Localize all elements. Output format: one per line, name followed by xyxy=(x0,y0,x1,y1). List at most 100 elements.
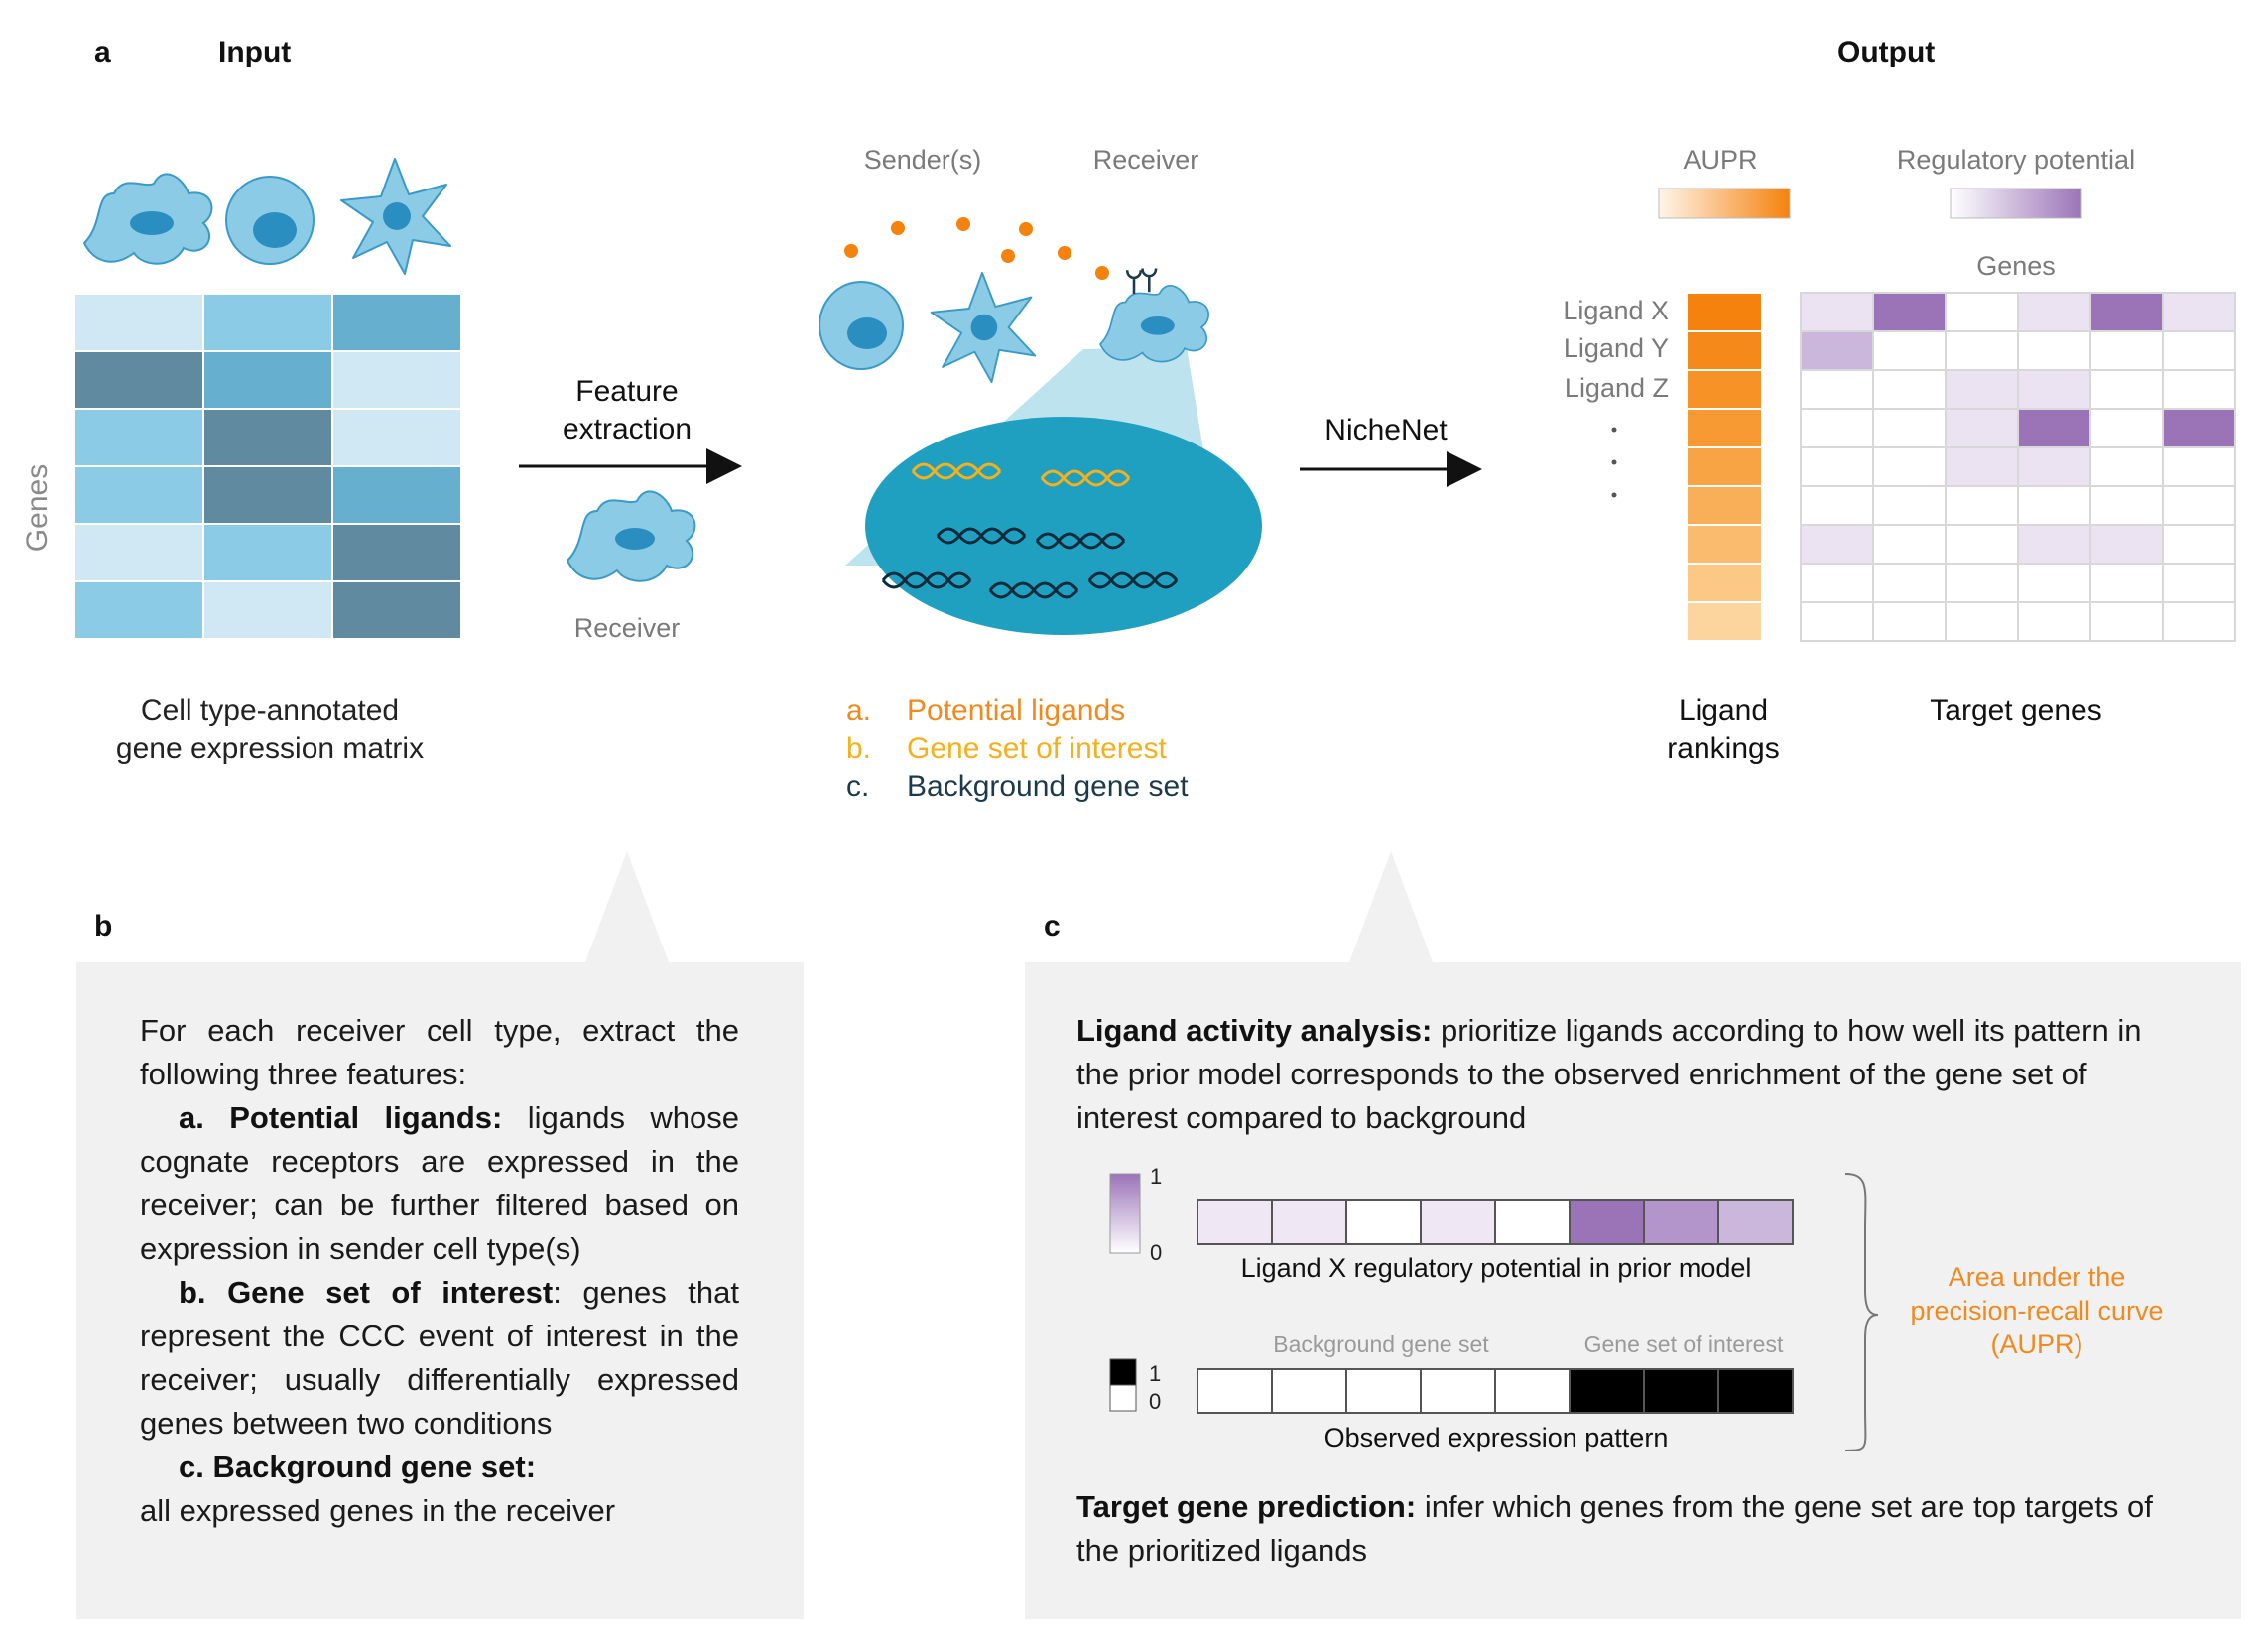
ranking-cell xyxy=(1686,330,1763,371)
ranking-cell xyxy=(1686,601,1763,642)
heatmap-cell xyxy=(1800,292,1874,332)
heatmap-cell xyxy=(2017,446,2091,487)
heatmap-cell xyxy=(1872,446,1947,487)
matrix-cell xyxy=(202,408,333,467)
matrix-cell xyxy=(331,580,462,640)
aupr-gradient-bar xyxy=(1658,188,1791,219)
observed-cell xyxy=(1271,1368,1347,1414)
curly-brace xyxy=(1844,1173,1879,1451)
heatmap-cell xyxy=(2089,485,2164,526)
reg-potential-cell xyxy=(1271,1199,1347,1245)
heatmap-cell xyxy=(2162,601,2236,642)
reg-caption: Ligand X regulatory potential in prior m… xyxy=(1241,1253,1752,1283)
feature-c-text: Background gene set xyxy=(907,770,1189,803)
heatmap-cell xyxy=(2089,330,2164,371)
heatmap-cell xyxy=(2162,524,2236,565)
matrix-cell xyxy=(73,580,204,640)
heatmap-cell xyxy=(2162,485,2236,526)
observed-expression-row xyxy=(1197,1368,1794,1414)
heatmap-cell xyxy=(2089,563,2164,603)
aupr-legend-label: AUPR xyxy=(1683,145,1757,175)
heatmap-cell xyxy=(1800,524,1874,565)
ranking-cell xyxy=(1686,408,1763,448)
matrix-cell xyxy=(202,293,333,352)
observed-cell xyxy=(1197,1368,1273,1414)
observed-cell xyxy=(1494,1368,1571,1414)
heatmap-cell xyxy=(1872,369,1947,410)
dendritic-cell-icon xyxy=(82,173,213,265)
heatmap-cell xyxy=(1945,524,2019,565)
ranking-cell xyxy=(1686,524,1763,565)
matrix-cell xyxy=(73,350,204,410)
target-gene-paragraph: Target gene prediction: infer which gene… xyxy=(1076,1485,2178,1573)
output-title: Output xyxy=(1837,36,1935,68)
ligand-dot xyxy=(1095,266,1109,280)
heatmap-cell xyxy=(1945,601,2019,642)
panel-b-pointer xyxy=(585,851,669,962)
heatmap-cell xyxy=(1800,369,1874,410)
heatmap-cell xyxy=(2089,601,2164,642)
reg-potential-cell xyxy=(1345,1199,1422,1245)
matrix-cell xyxy=(331,465,462,525)
dna-icon xyxy=(1040,469,1131,487)
regulatory-potential-row xyxy=(1197,1199,1794,1245)
receiver-label: Receiver xyxy=(574,613,681,643)
binary-scale-one xyxy=(1109,1358,1137,1386)
heatmap-cell xyxy=(1800,485,1874,526)
panel-b-c-title: c. Background gene set: xyxy=(179,1450,537,1484)
matrix-cell xyxy=(331,350,462,410)
heatmap-cell xyxy=(1945,369,2019,410)
feature-c-index: c. xyxy=(846,770,869,803)
reg-scale-bar xyxy=(1109,1173,1141,1254)
observed-cell xyxy=(1643,1368,1719,1414)
heatmap-cell xyxy=(2089,524,2164,565)
genes-label: Genes xyxy=(1976,251,2056,281)
matrix-cell xyxy=(73,523,204,582)
heatmap-cell xyxy=(1872,408,1947,448)
reg-potential-cell xyxy=(1717,1199,1794,1245)
reg-potential-gradient-bar xyxy=(1950,188,2082,219)
dna-icon xyxy=(1035,532,1126,550)
target-genes-label: Target genes xyxy=(1930,694,2101,727)
matrix-cell xyxy=(331,293,462,352)
heatmap-cell xyxy=(2017,292,2091,332)
panel-b-a-title: a. Potential ligands: xyxy=(179,1100,503,1135)
star-cell-icon xyxy=(340,158,451,275)
panel-c-box xyxy=(1025,962,2241,1619)
ellipsis-dot xyxy=(1611,492,1617,498)
reg-potential-cell xyxy=(1569,1199,1645,1245)
aupr-text-3: (AUPR) xyxy=(1991,1329,2083,1359)
panel-b-c-text: all expressed genes in the receiver xyxy=(140,1493,616,1528)
panel-b-b-text: : genes that represent the CCC event of … xyxy=(140,1275,739,1441)
panel-b-letter: b xyxy=(94,910,112,943)
nucleus-zoom xyxy=(865,417,1262,635)
panel-b-a-text: ligands whose cognate receptors are expr… xyxy=(140,1100,739,1266)
ligand-z-label: Ligand Z xyxy=(1565,373,1669,403)
heatmap-cell xyxy=(2017,563,2091,603)
panel-b-b-title: b. Gene set of interest xyxy=(179,1275,554,1310)
ligand-y-label: Ligand Y xyxy=(1564,333,1669,363)
matrix-cell xyxy=(73,465,204,525)
gene-set-of-interest-label: Gene set of interest xyxy=(1584,1331,1784,1357)
heatmap-cell xyxy=(1800,563,1874,603)
heatmap-cell xyxy=(1800,446,1874,487)
ligand-dot xyxy=(891,221,905,235)
matrix-cell xyxy=(202,350,333,410)
sender-star-cell-icon xyxy=(930,271,1037,384)
round-cell-icon xyxy=(225,176,315,265)
panel-c-letter: c xyxy=(1044,910,1061,943)
heatmap-cell xyxy=(1872,524,1947,565)
heatmap-cell xyxy=(1945,292,2019,332)
background-gene-set-label: Background gene set xyxy=(1273,1331,1489,1357)
heatmap-cell xyxy=(1800,408,1874,448)
heatmap-cell xyxy=(1872,563,1947,603)
heatmap-cell xyxy=(1945,563,2019,603)
heatmap-cell xyxy=(1872,485,1947,526)
ligand-activity-title: Ligand activity analysis: xyxy=(1076,1013,1433,1048)
heatmap-cell xyxy=(1872,292,1947,332)
heatmap-cell xyxy=(2017,524,2091,565)
matrix-cell xyxy=(73,408,204,467)
expression-matrix xyxy=(73,293,462,640)
reg-potential-cell xyxy=(1494,1199,1571,1245)
